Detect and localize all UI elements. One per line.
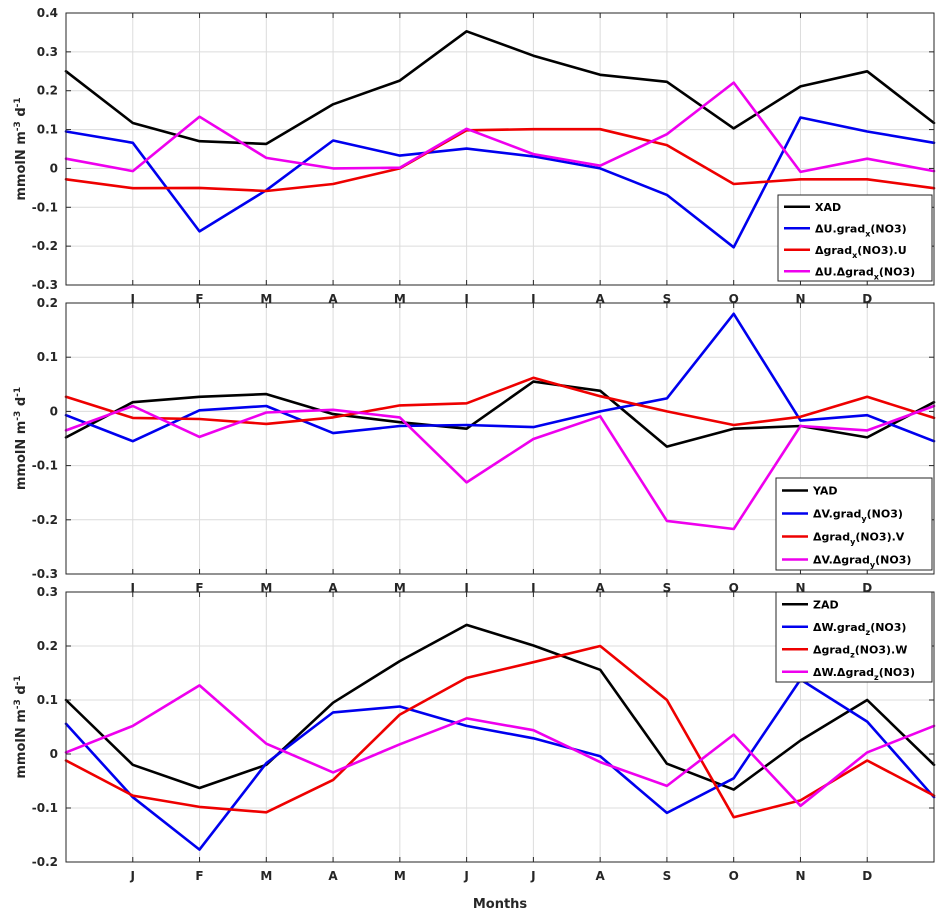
x-tick-label: J bbox=[130, 869, 135, 883]
x-tick-label: M bbox=[394, 292, 406, 306]
x-tick-label: A bbox=[328, 869, 338, 883]
legend-box bbox=[777, 194, 933, 282]
y-axis-label: mmolN m-3 d-1 bbox=[13, 675, 29, 778]
series-line-4 bbox=[64, 684, 936, 808]
x-tick-label: O bbox=[729, 581, 739, 595]
x-tick-label: F bbox=[195, 292, 203, 306]
y-tick-label: -0.3 bbox=[32, 278, 58, 292]
legend-box bbox=[775, 591, 933, 683]
series-line-1 bbox=[64, 623, 936, 791]
x-tick-label: J bbox=[130, 292, 135, 306]
axes-frame bbox=[65, 302, 935, 575]
x-tick-label: D bbox=[862, 581, 872, 595]
y-tick-label: -0.1 bbox=[32, 200, 58, 214]
x-tick-label: M bbox=[260, 292, 272, 306]
x-tick-label: D bbox=[862, 869, 872, 883]
legend-entry: YAD bbox=[812, 485, 838, 498]
y-tick-label: 0.2 bbox=[37, 296, 58, 310]
legend-entry: ΔV.Δgrady(NO3) bbox=[813, 554, 911, 570]
legend-box bbox=[775, 477, 933, 571]
y-tick-label: 0 bbox=[50, 404, 58, 418]
x-tick-label: J bbox=[130, 581, 135, 595]
y-tick-label: 0 bbox=[50, 747, 58, 761]
series-line-2 bbox=[64, 678, 936, 851]
legend-entry: ΔW.Δgradz(NO3) bbox=[813, 666, 915, 682]
y-tick-label: 0.2 bbox=[37, 84, 58, 98]
x-tick-label: A bbox=[596, 292, 606, 306]
x-tick-label: J bbox=[530, 869, 535, 883]
x-tick-label: J bbox=[530, 581, 535, 595]
y-tick-label: 0.3 bbox=[37, 45, 58, 59]
y-tick-label: 0.1 bbox=[37, 123, 58, 137]
legend-entry: XAD bbox=[815, 201, 841, 214]
y-tick-label: -0.2 bbox=[32, 855, 58, 869]
legend-entry: Δgradx(NO3).U bbox=[815, 244, 907, 260]
series-line-2 bbox=[64, 116, 936, 249]
y-tick-label: 0.1 bbox=[37, 693, 58, 707]
panel-3: J F M A M J J A S O N D -0.2 -0.1 0 0.1 0.2 0.3 mmolN m-3 … bbox=[13, 585, 936, 912]
x-tick-label: N bbox=[795, 869, 805, 883]
x-tick-label: O bbox=[729, 292, 739, 306]
y-tick-label: -0.2 bbox=[32, 239, 58, 253]
x-tick-label: A bbox=[328, 581, 338, 595]
series-line-2 bbox=[64, 312, 936, 443]
x-tick-label: O bbox=[729, 869, 739, 883]
x-tick-label: S bbox=[663, 581, 672, 595]
x-tick-label: M bbox=[394, 581, 406, 595]
y-tick-label: -0.1 bbox=[32, 459, 58, 473]
x-tick-label: J bbox=[463, 581, 468, 595]
x-tick-label: J bbox=[530, 292, 535, 306]
x-tick-label: N bbox=[795, 292, 805, 306]
series-line-4 bbox=[64, 81, 936, 174]
x-tick-label: N bbox=[795, 581, 805, 595]
axes-frame bbox=[65, 591, 935, 863]
legend-entry: Δgradz(NO3).W bbox=[813, 643, 907, 659]
y-axis-label: mmolN m-3 d-1 bbox=[13, 387, 29, 490]
y-tick-label: -0.1 bbox=[32, 801, 58, 815]
x-tick-label: F bbox=[195, 581, 203, 595]
legend-entry: ΔU.gradx(NO3) bbox=[815, 222, 907, 238]
series-line-3 bbox=[64, 127, 936, 193]
legend-entry: ΔU.Δgradx(NO3) bbox=[815, 265, 915, 281]
y-tick-label: 0.1 bbox=[37, 350, 58, 364]
panel-1: J F M A M J J A S O N D -0.3 -0.2 -0.1 0 0.1 0.2 0.3 0.4 mmo… bbox=[13, 6, 936, 306]
x-tick-label: F bbox=[195, 869, 203, 883]
x-tick-label: J bbox=[463, 292, 468, 306]
legend: ZAD ΔW.gradz(NO3) Δgradz(NO3).W ΔW.Δgradz(N… bbox=[775, 591, 933, 683]
x-axis-label: Months bbox=[473, 897, 528, 912]
y-tick-label: 0.3 bbox=[37, 585, 58, 599]
series-line-3 bbox=[64, 644, 936, 819]
y-tick-label: 0 bbox=[50, 161, 58, 175]
series-line-1 bbox=[64, 380, 936, 448]
x-tick-label: A bbox=[328, 292, 338, 306]
legend-entry: Δgrady(NO3).V bbox=[813, 531, 905, 547]
x-tick-label: J bbox=[463, 869, 468, 883]
y-axis-label: mmolN m-3 d-1 bbox=[13, 97, 29, 200]
x-tick-label: M bbox=[260, 581, 272, 595]
x-tick-label: D bbox=[862, 292, 872, 306]
x-tick-label: A bbox=[596, 581, 606, 595]
series-line-3 bbox=[64, 376, 936, 427]
x-tick-label: A bbox=[596, 869, 606, 883]
legend: YAD ΔV.grady(NO3) Δgrady(NO3).V ΔV.Δgrady(N… bbox=[775, 477, 933, 571]
panel-2: J F M A M J J A S O N D -0.3 -0.2 -0.1 0 0.1 0.2 mmolN m-3… bbox=[13, 296, 936, 595]
y-tick-label: -0.3 bbox=[32, 567, 58, 581]
series-line-4 bbox=[64, 404, 936, 531]
legend: XAD ΔU.gradx(NO3) Δgradx(NO3).U ΔU.Δgradx(N… bbox=[777, 194, 933, 282]
y-tick-label: -0.2 bbox=[32, 513, 58, 527]
x-tick-label: M bbox=[394, 869, 406, 883]
series-line-1 bbox=[64, 29, 936, 146]
legend-entry: ΔV.grady(NO3) bbox=[813, 508, 903, 524]
x-tick-label: M bbox=[260, 869, 272, 883]
y-tick-label: 0.2 bbox=[37, 639, 58, 653]
y-tick-label: 0.4 bbox=[37, 6, 58, 20]
x-tick-label: S bbox=[663, 292, 672, 306]
legend-entry: ZAD bbox=[813, 598, 839, 611]
x-tick-label: S bbox=[663, 869, 672, 883]
axes-frame bbox=[65, 12, 935, 286]
legend-entry: ΔW.gradz(NO3) bbox=[813, 621, 906, 637]
